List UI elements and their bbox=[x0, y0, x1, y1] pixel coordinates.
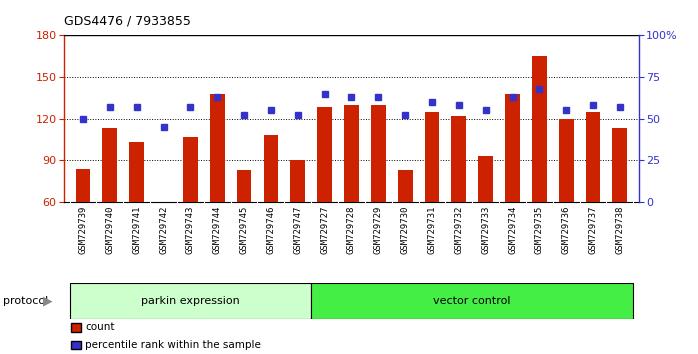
Bar bbox=[478, 156, 493, 202]
Text: GSM729729: GSM729729 bbox=[374, 205, 383, 254]
Text: GSM729737: GSM729737 bbox=[588, 205, 597, 254]
Text: protocol: protocol bbox=[3, 296, 49, 306]
Bar bbox=[344, 105, 359, 202]
Text: parkin expression: parkin expression bbox=[141, 296, 239, 306]
Bar bbox=[210, 93, 225, 202]
Bar bbox=[505, 93, 520, 202]
Text: GSM729738: GSM729738 bbox=[616, 205, 625, 254]
Text: GSM729743: GSM729743 bbox=[186, 205, 195, 254]
Text: vector control: vector control bbox=[433, 296, 511, 306]
Bar bbox=[317, 108, 332, 202]
Text: GSM729730: GSM729730 bbox=[401, 205, 410, 254]
Bar bbox=[290, 160, 305, 202]
Text: GSM729735: GSM729735 bbox=[535, 205, 544, 254]
Bar bbox=[70, 283, 311, 319]
Text: GSM729745: GSM729745 bbox=[239, 205, 248, 254]
Text: count: count bbox=[85, 322, 114, 332]
Text: GSM729736: GSM729736 bbox=[562, 205, 571, 254]
Text: GSM729742: GSM729742 bbox=[159, 205, 168, 254]
Text: GSM729731: GSM729731 bbox=[427, 205, 436, 254]
Text: GSM729739: GSM729739 bbox=[78, 205, 87, 254]
Text: GSM729744: GSM729744 bbox=[213, 205, 222, 254]
Text: GSM729741: GSM729741 bbox=[132, 205, 141, 254]
Text: percentile rank within the sample: percentile rank within the sample bbox=[85, 340, 261, 350]
Bar bbox=[75, 169, 90, 202]
Bar bbox=[586, 112, 600, 202]
Bar bbox=[103, 128, 117, 202]
Bar bbox=[452, 116, 466, 202]
Bar bbox=[532, 56, 547, 202]
Text: GSM729734: GSM729734 bbox=[508, 205, 517, 254]
Text: GSM729732: GSM729732 bbox=[454, 205, 463, 254]
Bar bbox=[559, 119, 574, 202]
Bar bbox=[613, 128, 628, 202]
Bar bbox=[129, 142, 144, 202]
Bar bbox=[237, 170, 251, 202]
Text: GSM729727: GSM729727 bbox=[320, 205, 329, 254]
Bar bbox=[264, 135, 279, 202]
Text: GSM729747: GSM729747 bbox=[293, 205, 302, 254]
Text: GSM729728: GSM729728 bbox=[347, 205, 356, 254]
Bar bbox=[311, 283, 633, 319]
Bar bbox=[183, 137, 198, 202]
Text: ▶: ▶ bbox=[43, 295, 53, 307]
Text: GSM729746: GSM729746 bbox=[267, 205, 276, 254]
Text: GDS4476 / 7933855: GDS4476 / 7933855 bbox=[64, 14, 191, 27]
Text: GSM729740: GSM729740 bbox=[105, 205, 114, 254]
Text: GSM729733: GSM729733 bbox=[481, 205, 490, 254]
Bar bbox=[424, 112, 439, 202]
Bar bbox=[398, 170, 413, 202]
Bar bbox=[371, 105, 386, 202]
